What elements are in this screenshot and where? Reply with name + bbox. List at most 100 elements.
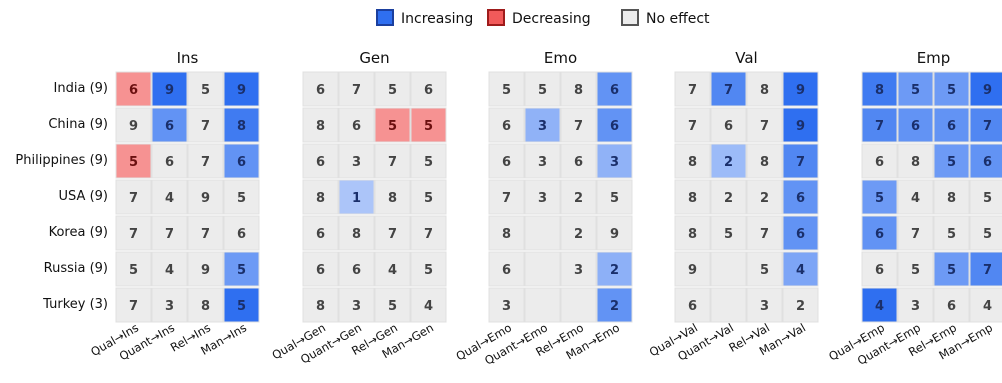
heatmap-cell (933, 215, 970, 251)
row-label: China (9) (48, 117, 108, 132)
heatmap-cell (861, 71, 898, 107)
legend-item: Increasing (376, 9, 473, 27)
cell-value: 6 (352, 263, 361, 278)
heatmap-cell (302, 143, 339, 179)
heatmap-cell (560, 143, 597, 179)
cell-value: 7 (574, 119, 583, 134)
heatmap-cell (969, 287, 1002, 323)
panel-title: Emp (917, 49, 951, 67)
cell-value: 3 (538, 155, 547, 170)
heatmap-cell (596, 107, 633, 143)
heatmap-cell (560, 179, 597, 215)
cell-value: 3 (165, 299, 174, 314)
cell-value: 3 (502, 299, 511, 314)
cell-value: 3 (352, 155, 361, 170)
cell-value: 9 (796, 83, 805, 98)
heatmap-cell (115, 215, 152, 251)
row-label: USA (9) (59, 189, 108, 204)
heatmap-cell (223, 143, 260, 179)
cell-value: 6 (129, 83, 138, 98)
heatmap-cell (524, 107, 561, 143)
cell-value: 6 (610, 83, 619, 98)
panel-title: Val (735, 49, 757, 67)
cell-value: 1 (352, 191, 361, 206)
cell-value: 6 (502, 155, 511, 170)
heatmap-cell (488, 179, 525, 215)
heatmap-cell (302, 251, 339, 287)
cell-value: 8 (237, 119, 246, 134)
heatmap-cell (746, 143, 783, 179)
heatmap-cell (782, 287, 819, 323)
cell-value: 7 (796, 155, 805, 170)
heatmap-cell (710, 107, 747, 143)
heatmap-cell (746, 251, 783, 287)
heatmap-cell (861, 179, 898, 215)
heatmap-cell (151, 107, 188, 143)
heatmap-cell (746, 179, 783, 215)
heatmap-cell (115, 71, 152, 107)
heatmap-cell (223, 287, 260, 323)
heatmap-cell (933, 251, 970, 287)
heatmap-cell (302, 71, 339, 107)
cell-value: 6 (796, 191, 805, 206)
heatmap-cell (223, 71, 260, 107)
heatmap-cell (710, 143, 747, 179)
heatmap-cell (524, 143, 561, 179)
legend-swatch (621, 9, 639, 26)
heatmap-cell (410, 251, 447, 287)
cell-value: 6 (237, 155, 246, 170)
cell-value: 4 (424, 299, 433, 314)
heatmap-cell (933, 143, 970, 179)
cell-value: 7 (983, 119, 992, 134)
cell-value: 7 (424, 227, 433, 242)
cell-value: 2 (610, 263, 619, 278)
heatmap-cell (524, 287, 561, 323)
cell-value: 8 (911, 155, 920, 170)
cell-value: 6 (796, 227, 805, 242)
cell-value: 8 (316, 119, 325, 134)
heatmap-cell (187, 71, 224, 107)
heatmap-cell (710, 179, 747, 215)
heatmap-cell (560, 71, 597, 107)
heatmap-cell (374, 287, 411, 323)
cell-value: 8 (316, 299, 325, 314)
cell-value: 5 (388, 299, 397, 314)
legend: Increasing Decreasing No effect (376, 9, 710, 27)
cell-value: 9 (129, 119, 138, 134)
heatmap-cell (861, 251, 898, 287)
heatmap-cell (933, 71, 970, 107)
cell-value: 5 (424, 191, 433, 206)
cell-value: 5 (237, 191, 246, 206)
heatmap-cell (782, 179, 819, 215)
cell-value: 6 (574, 155, 583, 170)
cell-value: 7 (760, 119, 769, 134)
heatmap-cell (560, 107, 597, 143)
cell-value: 2 (760, 191, 769, 206)
cell-value: 5 (947, 155, 956, 170)
row-labels: India (9) China (9) Philippines (9) USA (9)… (15, 81, 108, 312)
cell-value: 6 (911, 119, 920, 134)
cell-value: 6 (316, 83, 325, 98)
heatmap-cell (897, 107, 934, 143)
heatmap-cell (746, 215, 783, 251)
heatmap-cell (223, 251, 260, 287)
cell-value: 4 (165, 191, 174, 206)
cell-value: 8 (201, 299, 210, 314)
heatmap-cell (338, 71, 375, 107)
row-label: Turkey (3) (42, 297, 108, 312)
heatmap-cell (410, 107, 447, 143)
cell-value: 5 (201, 83, 210, 98)
cell-value: 7 (129, 227, 138, 242)
cell-value: 2 (574, 191, 583, 206)
cell-value: 8 (760, 155, 769, 170)
heatmap-cell (187, 215, 224, 251)
heatmap-cell (746, 287, 783, 323)
heatmap-cell (302, 107, 339, 143)
cell-value: 7 (502, 191, 511, 206)
heatmap-cell (374, 143, 411, 179)
cell-value: 5 (610, 191, 619, 206)
heatmap-cell (969, 143, 1002, 179)
